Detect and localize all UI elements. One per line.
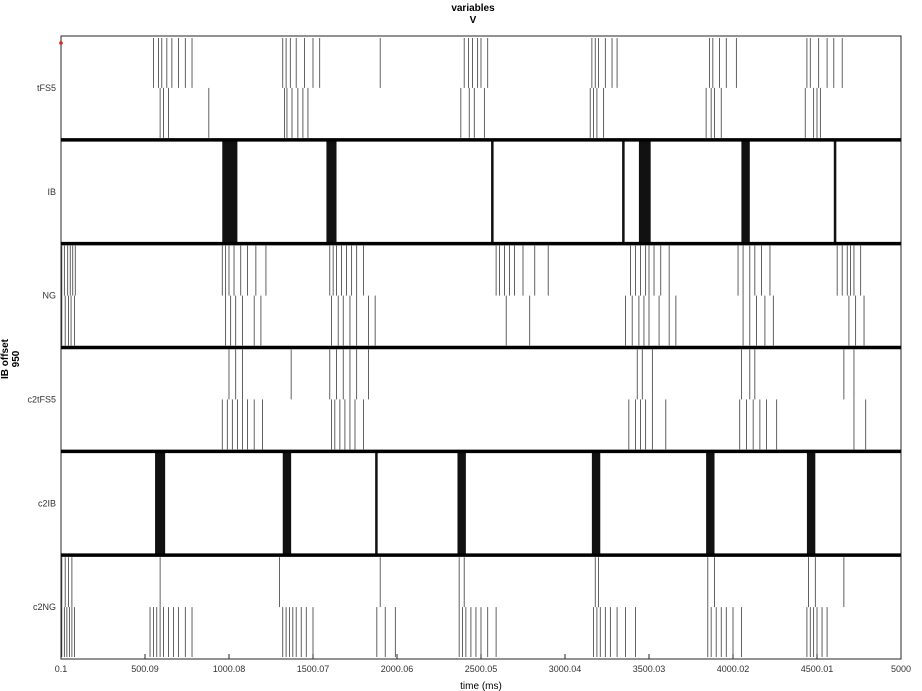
spike-burst-c2IB-4 [591,451,601,556]
x-tick-label-9: 4500.01 [801,664,834,674]
panel-label-c2NG: c2NG [33,602,56,612]
x-tick-label-2: 1000.08 [213,664,246,674]
plot-area: tFS5 IB NG c2tFS5 c2IB c2NG 0.1 500.09 1000.08 15… [27,35,911,674]
panel-label-IB: IB [47,187,56,197]
spike-burst-IB-5 [741,139,750,244]
x-tick-label-10: 5000 [891,664,911,674]
x-tick-label-3: 1500.07 [297,664,330,674]
x-tick-label-5: 2500.05 [465,664,498,674]
marker-point [59,41,63,45]
y-axis-label-value: 950 [11,350,22,367]
spike-burst-c2IB-1 [282,451,292,556]
spike-burst-c2IB-5 [706,451,715,556]
panel-label-NG: NG [43,291,57,301]
x-tick-label-1: 500.09 [131,664,159,674]
x-tick-label-7: 3500.03 [633,664,666,674]
spike-burst-IB-3 [622,139,625,244]
x-tick-label-0: 0.1 [55,664,68,674]
x-tick-label-6: 3000.04 [549,664,582,674]
spike-burst-IB-1 [326,139,337,244]
spike-burst-IB-2 [491,139,494,244]
x-tick-label-4: 2000.06 [381,664,414,674]
panel-label-c2tFS5: c2tFS5 [27,394,56,404]
x-tick-label-8: 4000.02 [717,664,750,674]
chart-subtitle: V [470,15,477,26]
spike-burst-c2IB-2 [375,451,378,556]
y-axis-label: IB offset [0,338,11,379]
spike-burst-IB-4 [638,139,651,244]
spike-burst-c2IB-6 [806,451,816,556]
spike-burst-IB-0 [222,139,238,244]
spike-burst-c2IB-0 [155,451,166,556]
panel-label-c2IB: c2IB [38,498,56,508]
spike-burst-IB-6 [833,139,837,244]
spike-burst-c2IB-3 [457,451,466,556]
chart-title: variables [451,3,495,14]
x-axis-label: time (ms) [460,681,502,691]
panel-label-tFS5: tFS5 [37,83,56,93]
